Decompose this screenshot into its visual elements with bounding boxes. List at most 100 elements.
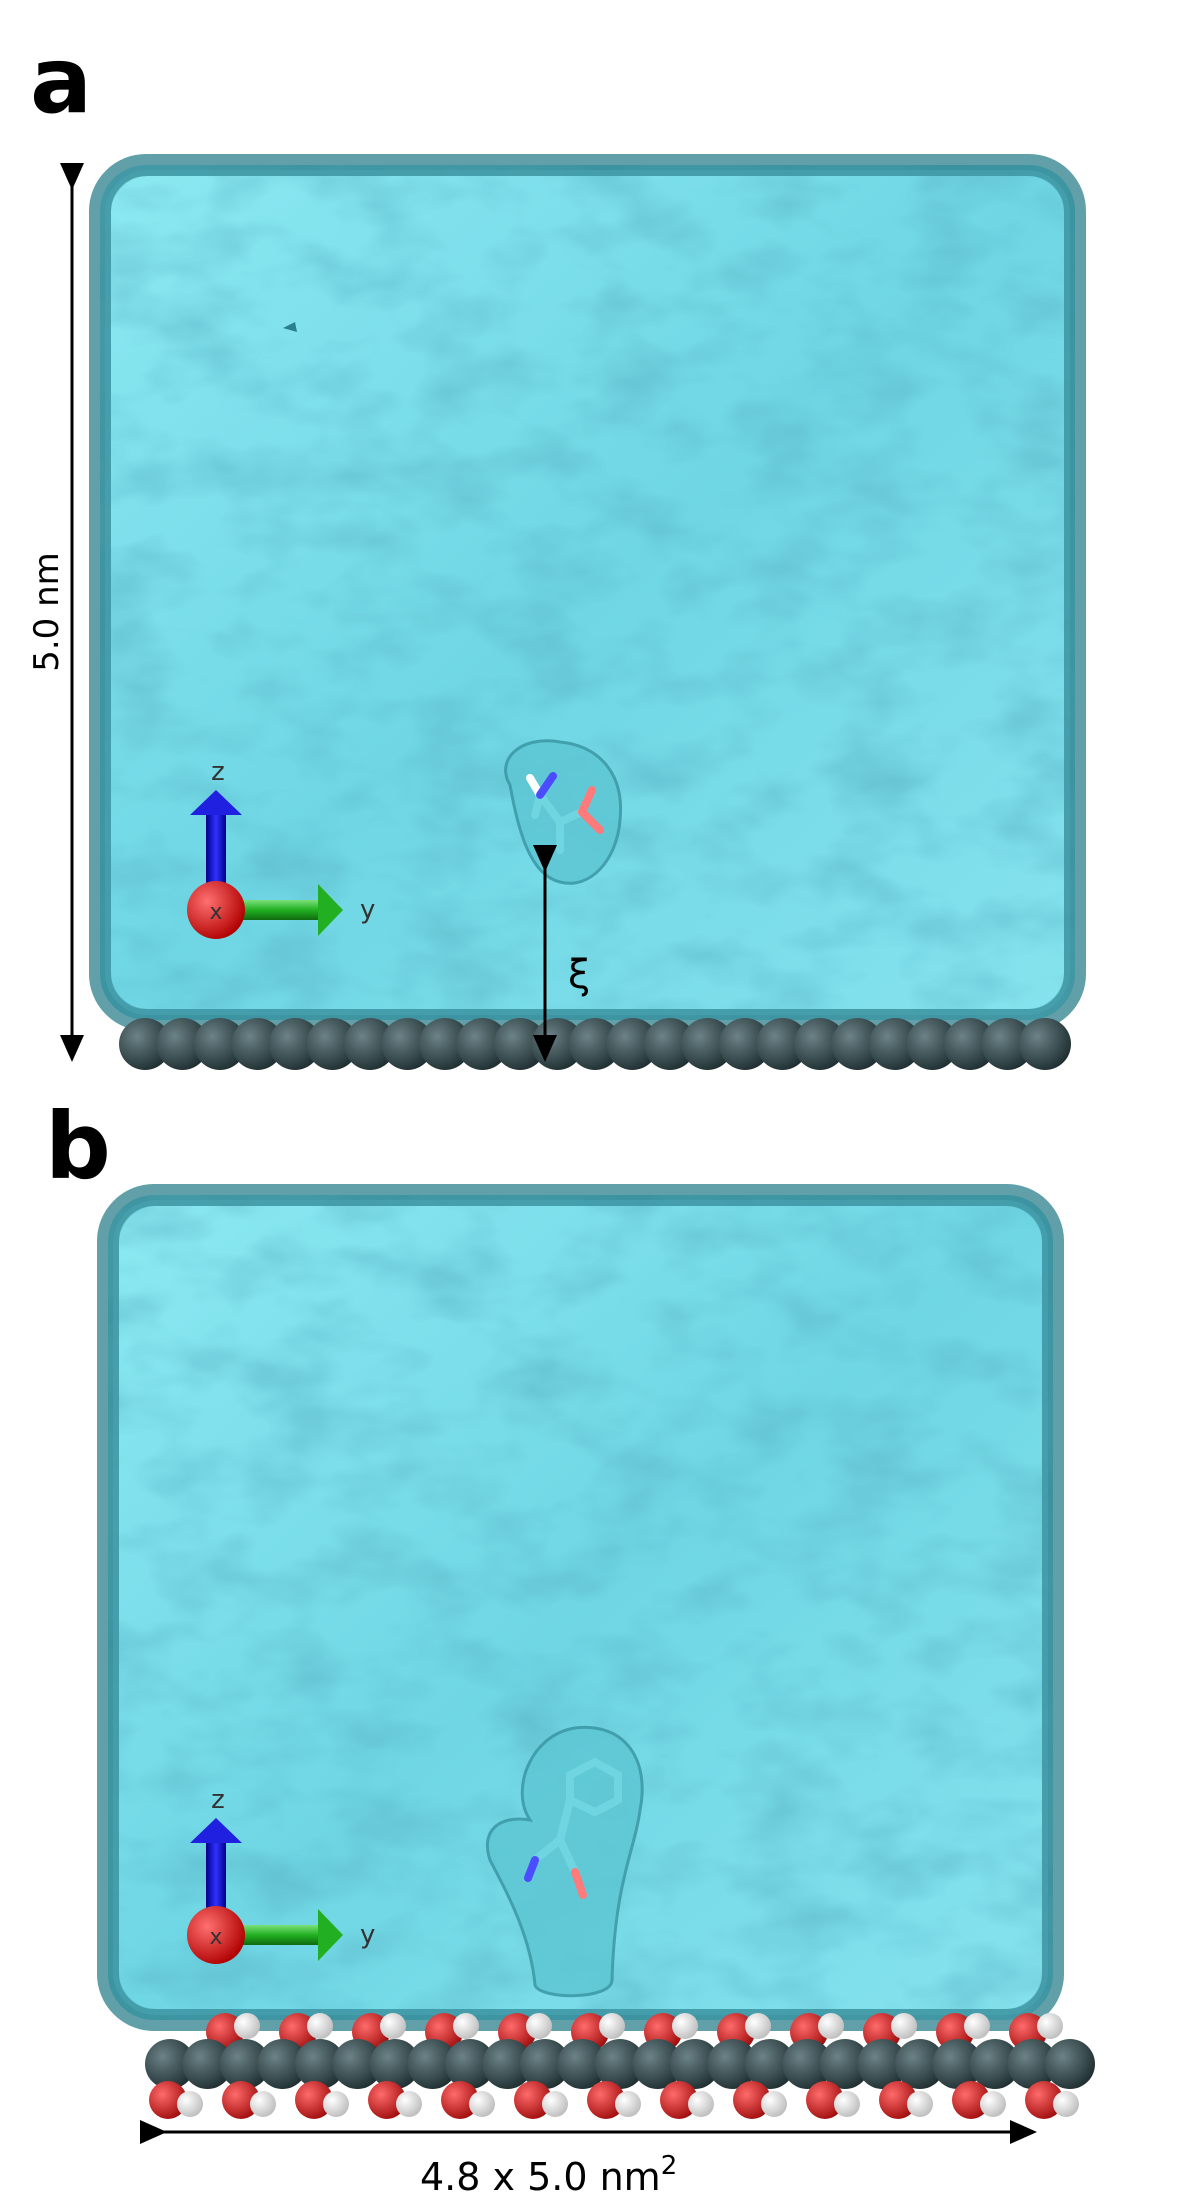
panel-b: b z y x bbox=[45, 1093, 1095, 2199]
molecule-b bbox=[485, 1725, 644, 1998]
axes-gizmo-b: z y x bbox=[187, 1785, 375, 1964]
surface-atom bbox=[932, 2039, 983, 2089]
surface-atom bbox=[194, 1018, 246, 1070]
hydrogen-atom bbox=[380, 2013, 406, 2039]
surface-atom bbox=[456, 1018, 509, 1070]
surface-atom bbox=[306, 1018, 359, 1070]
axis-label-y: y bbox=[360, 895, 375, 925]
axis-label-z-b: z bbox=[211, 1785, 225, 1815]
oxygen-atom bbox=[222, 2081, 260, 2119]
surface-atom bbox=[220, 2039, 270, 2089]
width-label-main: 4.8 x 5.0 nm bbox=[420, 2155, 661, 2199]
oxygen-atom bbox=[441, 2081, 479, 2119]
axis-label-y-b: y bbox=[360, 1920, 375, 1950]
surface-atom bbox=[269, 1018, 321, 1070]
distance-indicator: ξ bbox=[533, 845, 590, 1062]
oxygen-atom bbox=[660, 2081, 698, 2119]
panel-letter-a: a bbox=[30, 27, 92, 134]
hydrogen-atom bbox=[469, 2091, 495, 2117]
surface-atom bbox=[670, 2039, 720, 2089]
surface-atom bbox=[869, 1018, 921, 1070]
hydrogen-atom bbox=[177, 2091, 203, 2117]
oxygen-atom bbox=[1025, 2081, 1063, 2119]
hydrogen-atom bbox=[250, 2091, 276, 2117]
surface-atom bbox=[569, 1018, 621, 1070]
surface-layer-a bbox=[119, 1018, 1071, 1070]
surface-atom bbox=[595, 2039, 645, 2089]
surface-atom bbox=[1045, 2039, 1095, 2089]
hydrogen-atom bbox=[907, 2091, 933, 2117]
hydrogen-atom bbox=[672, 2013, 698, 2039]
surface-atom bbox=[745, 2039, 795, 2089]
surface-atom bbox=[944, 1018, 996, 1070]
width-dimension-b: 4.8 x 5.0 nm2 bbox=[140, 2120, 1037, 2199]
surface-atom bbox=[632, 2039, 683, 2089]
hydrogen-atom bbox=[964, 2013, 990, 2039]
surface-atom bbox=[707, 2039, 758, 2089]
hydrogen-atom bbox=[307, 2013, 333, 2039]
surface-atom bbox=[1019, 1018, 1071, 1070]
surface-atom bbox=[606, 1018, 659, 1070]
surface-atom bbox=[719, 1018, 771, 1070]
surface-atom bbox=[681, 1018, 734, 1070]
surface-atom bbox=[1007, 2039, 1058, 2089]
hydrogen-atom bbox=[599, 2013, 625, 2039]
hydrogen-atom bbox=[615, 2091, 641, 2117]
panel-a: a 5.0 bbox=[27, 27, 1086, 1070]
oxygen-atom bbox=[587, 2081, 625, 2119]
surface-atom bbox=[419, 1018, 471, 1070]
surface-atom bbox=[756, 1018, 809, 1070]
height-dimension-a: 5.0 nm bbox=[27, 163, 84, 1062]
surface-atom bbox=[156, 1018, 209, 1070]
surface-atom bbox=[295, 2039, 345, 2089]
surface-atom bbox=[145, 2039, 195, 2089]
surface-atom bbox=[520, 2039, 570, 2089]
panel-letter-b: b bbox=[45, 1093, 111, 1200]
surface-atom bbox=[344, 1018, 396, 1070]
surface-atom bbox=[906, 1018, 959, 1070]
oxygen-atom bbox=[149, 2081, 187, 2119]
surface-atom bbox=[370, 2039, 420, 2089]
height-label: 5.0 nm bbox=[27, 552, 67, 672]
hydrogen-atom bbox=[980, 2091, 1006, 2117]
hydrogen-atom bbox=[1053, 2091, 1079, 2117]
surface-atom bbox=[895, 2039, 945, 2089]
surface-atom bbox=[557, 2039, 608, 2089]
oxygen-atom bbox=[952, 2081, 990, 2119]
oxygen-atom bbox=[806, 2081, 844, 2119]
surface-atom bbox=[407, 2039, 458, 2089]
oxygen-atom bbox=[733, 2081, 771, 2119]
surface-layer-b bbox=[145, 2013, 1095, 2119]
surface-atom bbox=[970, 2039, 1020, 2089]
surface-atom bbox=[332, 2039, 383, 2089]
hydrogen-atom bbox=[396, 2091, 422, 2117]
surface-atom bbox=[445, 2039, 495, 2089]
hydrogen-atom bbox=[891, 2013, 917, 2039]
hydrogen-atom bbox=[542, 2091, 568, 2117]
hydrogen-atom bbox=[834, 2091, 860, 2117]
surface-atom bbox=[482, 2039, 533, 2089]
distance-symbol: ξ bbox=[568, 952, 590, 998]
hydrogen-atom bbox=[234, 2013, 260, 2039]
surface-atom bbox=[182, 2039, 233, 2089]
surface-atom bbox=[119, 1018, 171, 1070]
oxygen-atom bbox=[368, 2081, 406, 2119]
surface-atom bbox=[981, 1018, 1034, 1070]
surface-atom bbox=[794, 1018, 846, 1070]
hydrogen-atom bbox=[1037, 2013, 1063, 2039]
oxygen-atom bbox=[295, 2081, 333, 2119]
axis-label-x: x bbox=[209, 900, 222, 925]
width-label-exponent: 2 bbox=[661, 2151, 678, 2181]
surface-atom bbox=[857, 2039, 908, 2089]
width-label: 4.8 x 5.0 nm2 bbox=[420, 2151, 677, 2199]
surface-atom bbox=[381, 1018, 434, 1070]
surface-atom bbox=[257, 2039, 308, 2089]
surface-atom bbox=[231, 1018, 284, 1070]
hydrogen-atom bbox=[526, 2013, 552, 2039]
surface-atom bbox=[831, 1018, 884, 1070]
hydrogen-atom bbox=[761, 2091, 787, 2117]
axis-label-x-b: x bbox=[209, 1925, 222, 1950]
water-box-a bbox=[89, 154, 1086, 1031]
hydrogen-atom bbox=[818, 2013, 844, 2039]
